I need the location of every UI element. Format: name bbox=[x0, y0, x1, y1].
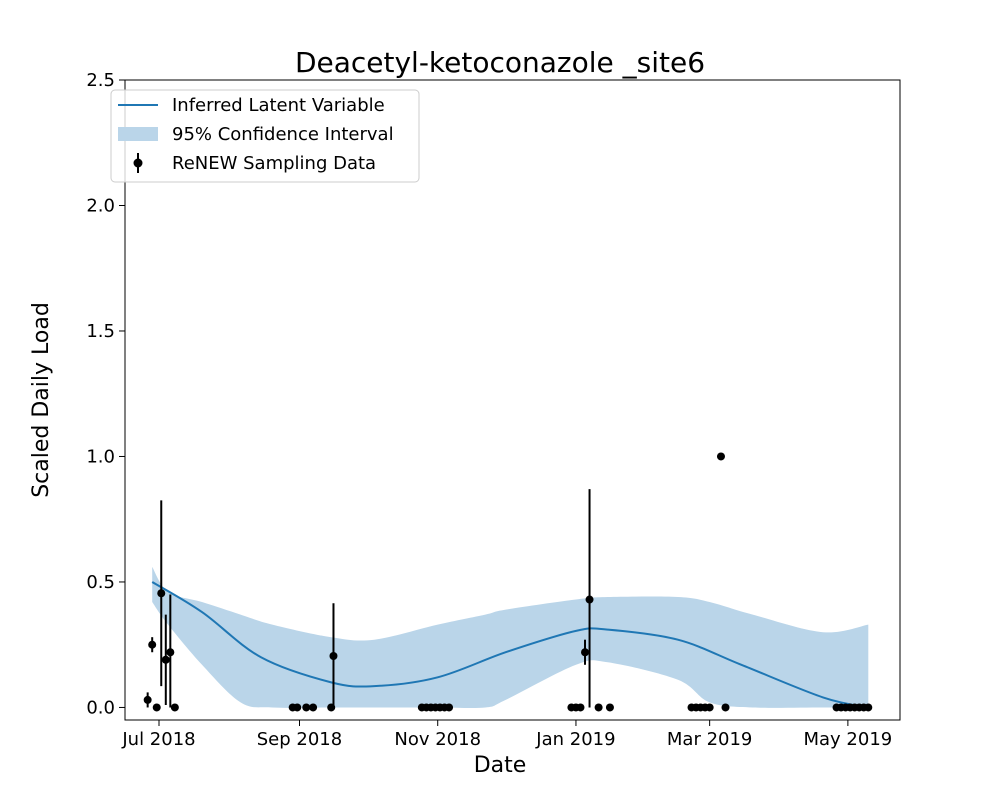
sample-point bbox=[170, 703, 179, 712]
x-tick-label: Mar 2019 bbox=[667, 729, 753, 750]
y-tick-label: 1.5 bbox=[86, 321, 115, 342]
x-tick-label: Nov 2018 bbox=[394, 729, 481, 750]
sample-point bbox=[705, 703, 714, 712]
confidence-band bbox=[152, 566, 869, 709]
sample-point bbox=[576, 703, 585, 712]
legend-entry-band: 95% Confidence Interval bbox=[172, 124, 394, 145]
y-tick-label: 0.5 bbox=[86, 572, 115, 593]
sample-point bbox=[581, 648, 590, 657]
sample-point bbox=[445, 703, 454, 712]
sample-point bbox=[716, 452, 725, 461]
sample-point bbox=[161, 655, 170, 664]
x-axis: Jul 2018 Sep 2018 Nov 2018 Jan 2019 Mar 2019… bbox=[121, 720, 892, 750]
sample-point bbox=[309, 703, 318, 712]
confidence-band-layer bbox=[152, 566, 869, 709]
y-axis: 0.0 0.5 1.0 1.5 2.0 2.5 bbox=[86, 70, 125, 718]
sample-point bbox=[605, 703, 614, 712]
sampling-points-layer bbox=[143, 452, 873, 712]
sample-point bbox=[152, 703, 161, 712]
sample-point bbox=[329, 652, 338, 660]
legend: Inferred Latent Variable 95% Confidence … bbox=[110, 89, 420, 183]
y-axis-label: Scaled Daily Load bbox=[29, 302, 54, 498]
sample-point bbox=[585, 595, 594, 604]
sample-point bbox=[721, 703, 730, 712]
sample-point bbox=[157, 589, 166, 598]
sample-point bbox=[166, 648, 175, 657]
latent-line-layer bbox=[151, 581, 869, 709]
sample-point bbox=[594, 703, 603, 712]
plot-frame bbox=[124, 79, 901, 721]
y-tick-label: 1.0 bbox=[86, 446, 115, 467]
plot-area bbox=[124, 79, 901, 721]
sample-point bbox=[143, 695, 152, 704]
legend-box bbox=[110, 89, 420, 183]
sample-point bbox=[864, 703, 873, 712]
x-tick-label: Jan 2019 bbox=[535, 729, 615, 750]
latent-variable-line bbox=[151, 581, 869, 709]
legend-entry-line: Inferred Latent Variable bbox=[172, 95, 385, 116]
sample-point bbox=[302, 703, 311, 712]
sample-point bbox=[293, 703, 302, 712]
chart-title: Deacetyl-ketoconazole _site6 bbox=[295, 46, 705, 79]
y-tick-label: 0.0 bbox=[86, 697, 115, 718]
x-axis-label: Date bbox=[474, 753, 527, 778]
x-tick-label: Jul 2018 bbox=[121, 729, 195, 750]
sample-point bbox=[148, 640, 157, 649]
x-tick-label: May 2019 bbox=[804, 729, 893, 750]
legend-entry-points: ReNEW Sampling Data bbox=[172, 153, 376, 174]
x-tick-label: Sep 2018 bbox=[257, 729, 342, 750]
y-tick-label: 2.0 bbox=[86, 195, 115, 216]
y-tick-label: 2.5 bbox=[86, 70, 115, 91]
legend-band-swatch bbox=[118, 127, 158, 141]
legend-point-swatch bbox=[133, 158, 143, 168]
